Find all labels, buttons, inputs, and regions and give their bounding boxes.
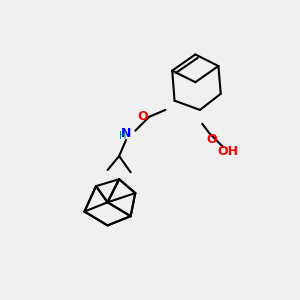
Text: O: O [206,134,217,146]
Text: H: H [119,131,126,142]
Text: O: O [137,110,148,123]
Text: N: N [121,127,131,140]
Text: OH: OH [217,145,238,158]
